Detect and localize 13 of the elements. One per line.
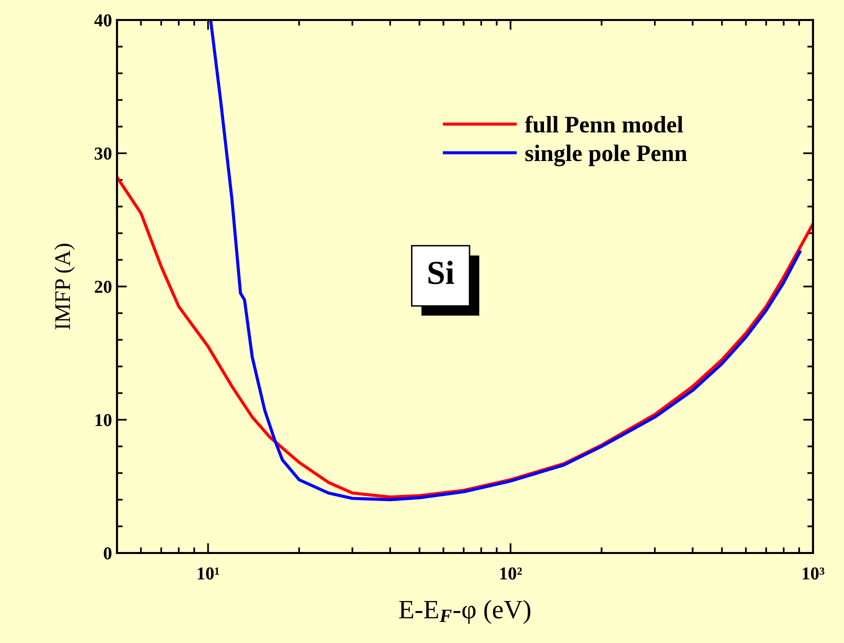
y-axis-title: IMFP (A) [54, 244, 75, 330]
x-axis-title: E-E$_{F}$-φ (eV) [399, 600, 530, 624]
y-tick-label: 20 [94, 280, 112, 293]
x-tick-label: 10³ [802, 567, 824, 580]
y-tick-label: 30 [94, 148, 112, 160]
legend-label: single pole Penn [525, 144, 687, 166]
legend-label: full Penn model [524, 116, 684, 133]
x-tick-label: 10¹ [198, 567, 220, 580]
y-tick-label: 10 [96, 414, 112, 426]
annotation: Si [428, 260, 454, 284]
y-tick-label: 0 [104, 547, 112, 560]
x-tick-label: 10² [500, 567, 522, 580]
y-tick-label: 40 [94, 14, 112, 26]
